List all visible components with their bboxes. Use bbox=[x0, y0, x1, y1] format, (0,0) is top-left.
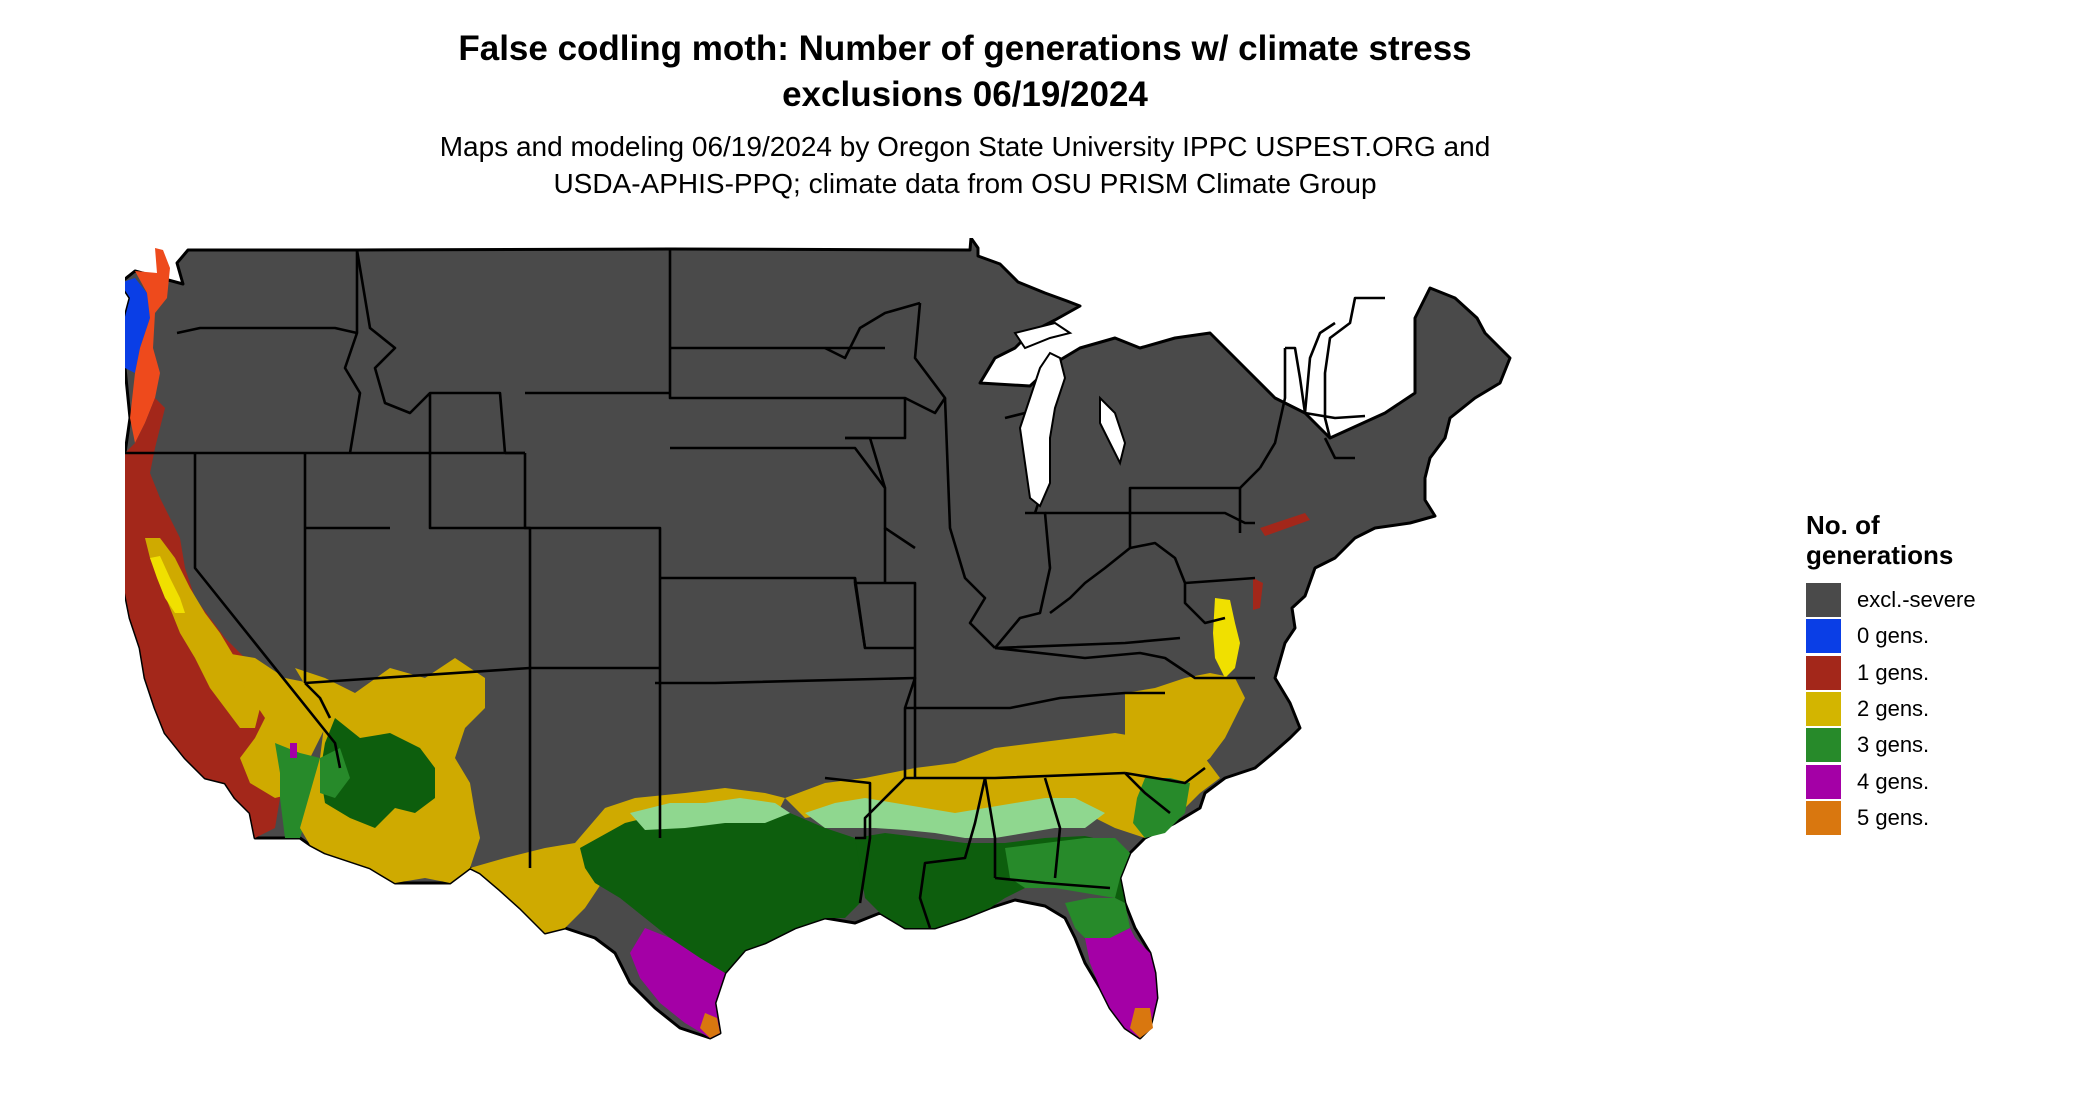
band-west-coast-0-gens bbox=[125, 278, 150, 373]
legend-label: 0 gens. bbox=[1857, 623, 1930, 649]
band-florida-3-gens bbox=[1065, 898, 1130, 938]
band-gulf-3-gens-light bbox=[805, 798, 1105, 838]
map-subtitle: Maps and modeling 06/19/2024 by Oregon S… bbox=[300, 128, 1630, 202]
legend-swatch bbox=[1806, 583, 1841, 618]
legend-item: 4 gens. bbox=[1806, 763, 2026, 799]
band-long-island-1-gens bbox=[1260, 513, 1310, 536]
legend-label: excl.-severe bbox=[1857, 587, 1976, 613]
legend-title: No. of generations bbox=[1806, 510, 2026, 570]
band-texas-3-gens-light bbox=[630, 798, 790, 830]
band-southwest-4-gens bbox=[290, 743, 297, 758]
band-texas-3-gens bbox=[580, 808, 865, 973]
us-generations-map bbox=[125, 238, 1512, 1040]
legend-swatch bbox=[1806, 619, 1841, 654]
legend-item: 0 gens. bbox=[1806, 618, 2026, 654]
band-socal-3-gens bbox=[275, 743, 320, 838]
band-new-jersey-1-gens bbox=[1253, 578, 1263, 610]
legend-swatch bbox=[1806, 800, 1841, 835]
legend-item: excl.-severe bbox=[1806, 582, 2026, 618]
lake-michigan bbox=[1018, 351, 1067, 508]
title-line-1: False codling moth: Number of generation… bbox=[458, 29, 1472, 68]
title-line-2: exclusions 06/19/2024 bbox=[782, 75, 1148, 114]
legend-title-line-2: generations bbox=[1806, 540, 1954, 570]
legend-label: 4 gens. bbox=[1857, 768, 1930, 794]
legend-item: 3 gens. bbox=[1806, 727, 2026, 763]
band-texas-5-gens bbox=[700, 1013, 720, 1038]
lake-superior-edge bbox=[1013, 321, 1073, 350]
legend-swatch bbox=[1806, 655, 1841, 690]
subtitle-line-2: USDA-APHIS-PPQ; climate data from OSU PR… bbox=[553, 168, 1377, 199]
band-california-valley-yellow bbox=[150, 556, 185, 613]
map-title: False codling moth: Number of generation… bbox=[300, 26, 1630, 118]
legend-label: 1 gens. bbox=[1857, 659, 1930, 685]
legend: No. of generations excl.-severe 0 gens. … bbox=[1806, 510, 2026, 836]
legend-swatch bbox=[1806, 728, 1841, 763]
legend-item: 1 gens. bbox=[1806, 655, 2026, 691]
legend-label: 2 gens. bbox=[1857, 696, 1930, 722]
subtitle-line-1: Maps and modeling 06/19/2024 by Oregon S… bbox=[439, 131, 1491, 162]
band-carolina-2-gens bbox=[1120, 673, 1245, 808]
legend-swatch bbox=[1806, 692, 1841, 727]
lake-huron bbox=[1099, 395, 1127, 466]
legend-label: 5 gens. bbox=[1857, 804, 1930, 830]
legend-item: 2 gens. bbox=[1806, 691, 2026, 727]
band-carolina-3-gens bbox=[1133, 778, 1190, 838]
band-florida-5-gens bbox=[1130, 1008, 1153, 1038]
legend-item: 5 gens. bbox=[1806, 800, 2026, 836]
band-southwest-3-gens bbox=[320, 718, 435, 828]
band-west-coast-1-orange bbox=[130, 248, 170, 443]
legend-title-line-1: No. of bbox=[1806, 510, 1880, 540]
band-southwest-3-gens-light bbox=[320, 748, 350, 798]
state-borders bbox=[125, 249, 1385, 929]
legend-items: excl.-severe 0 gens. 1 gens. 2 gens. 3 g… bbox=[1806, 582, 2026, 836]
legend-swatch bbox=[1806, 764, 1841, 799]
legend-label: 3 gens. bbox=[1857, 732, 1930, 758]
band-texas-4-gens bbox=[630, 928, 725, 1038]
